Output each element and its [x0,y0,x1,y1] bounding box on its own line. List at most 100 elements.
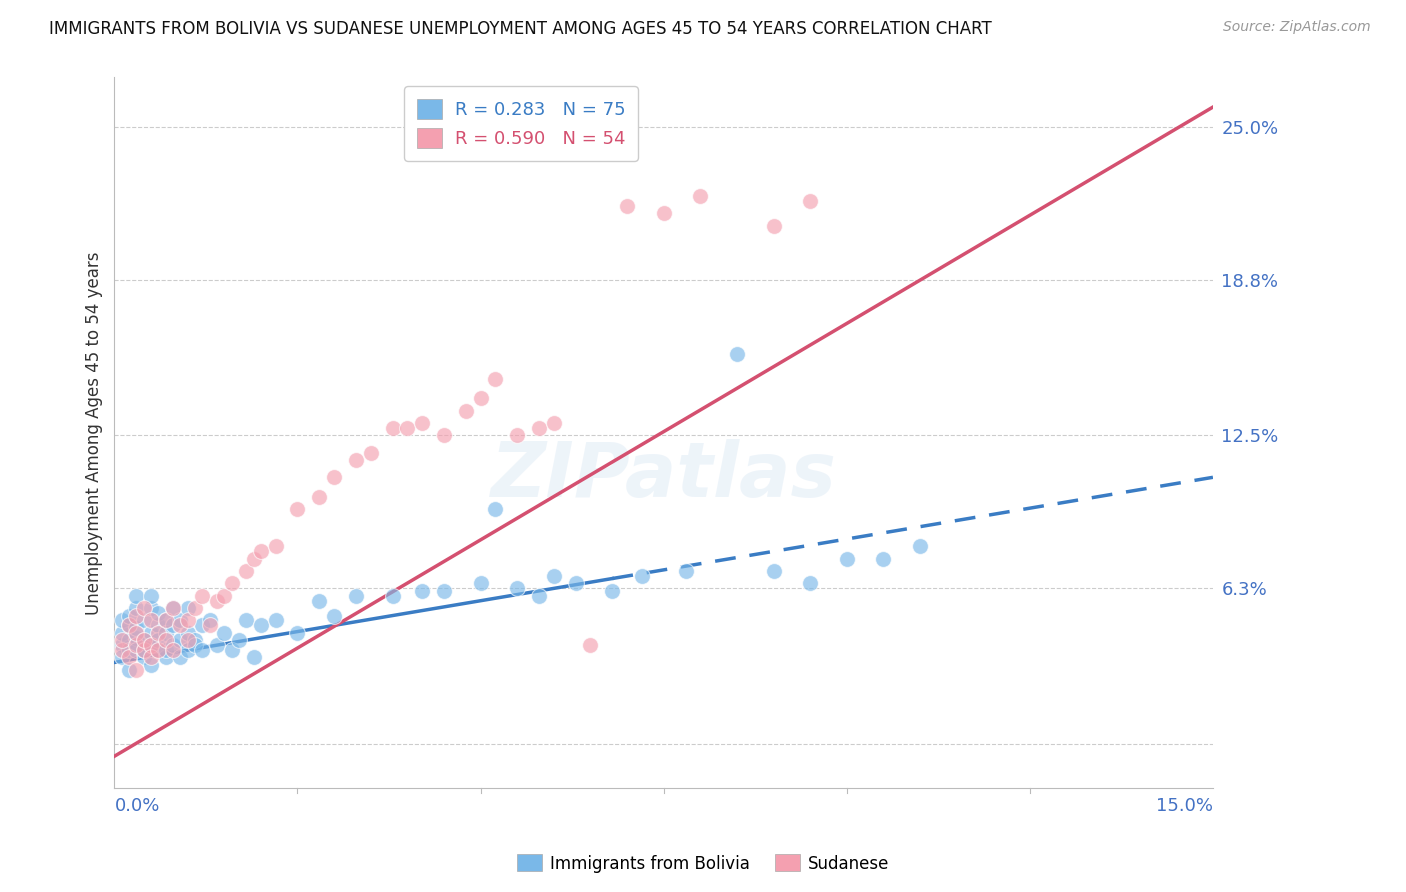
Point [527,589,550,603]
Point [565,576,588,591]
Point [543,416,565,430]
Point [470,392,492,406]
Point [155,625,177,640]
Point [191,618,214,632]
Point [139,650,162,665]
Legend: R = 0.283   N = 75, R = 0.590   N = 54: R = 0.283 N = 75, R = 0.590 N = 54 [404,87,638,161]
Point [484,502,506,516]
Point [169,618,191,632]
Point [139,625,162,640]
Point [228,633,250,648]
Point [323,608,346,623]
Point [242,650,264,665]
Point [132,633,155,648]
Point [169,633,191,648]
Point [214,625,236,640]
Point [616,199,638,213]
Point [125,601,148,615]
Point [139,589,162,603]
Point [652,206,675,220]
Point [118,643,141,657]
Point [132,633,155,648]
Point [111,633,134,648]
Point [543,569,565,583]
Point [148,643,170,657]
Point [176,614,198,628]
Point [155,614,177,628]
Point [148,633,170,648]
Point [250,544,273,558]
Point [602,583,624,598]
Point [132,643,155,657]
Point [155,614,177,628]
Point [132,601,155,615]
Point [118,608,141,623]
Point [762,564,785,578]
Point [148,643,170,657]
Point [125,638,148,652]
Point [155,650,177,665]
Point [433,583,456,598]
Point [111,638,134,652]
Point [125,643,148,657]
Point [184,601,207,615]
Point [908,540,931,554]
Point [308,490,330,504]
Point [184,638,207,652]
Point [148,618,170,632]
Point [118,618,141,632]
Point [125,589,148,603]
Point [155,633,177,648]
Point [381,589,404,603]
Point [344,453,367,467]
Point [411,583,433,598]
Point [125,663,148,677]
Point [689,189,711,203]
Point [191,643,214,657]
Legend: Immigrants from Bolivia, Sudanese: Immigrants from Bolivia, Sudanese [510,847,896,880]
Point [111,614,134,628]
Point [799,576,821,591]
Text: 15.0%: 15.0% [1156,797,1213,815]
Point [169,650,191,665]
Point [162,601,184,615]
Point [198,614,221,628]
Point [132,614,155,628]
Point [125,631,148,645]
Point [169,614,191,628]
Point [139,614,162,628]
Point [148,625,170,640]
Point [242,551,264,566]
Text: Source: ZipAtlas.com: Source: ZipAtlas.com [1223,20,1371,34]
Point [411,416,433,430]
Point [111,625,134,640]
Point [155,643,177,657]
Point [360,445,382,459]
Point [111,650,134,665]
Point [799,194,821,208]
Point [835,551,858,566]
Point [132,643,155,657]
Point [470,576,492,591]
Point [176,625,198,640]
Point [191,589,214,603]
Point [198,618,221,632]
Point [176,633,198,648]
Point [762,219,785,233]
Point [132,650,155,665]
Point [872,551,894,566]
Y-axis label: Unemployment Among Ages 45 to 54 years: Unemployment Among Ages 45 to 54 years [86,252,103,615]
Point [308,593,330,607]
Point [139,601,162,615]
Point [344,589,367,603]
Point [250,618,273,632]
Point [118,650,141,665]
Point [162,601,184,615]
Point [111,643,134,657]
Point [287,502,309,516]
Point [381,421,404,435]
Point [287,625,309,640]
Point [162,643,184,657]
Point [396,421,419,435]
Point [214,589,236,603]
